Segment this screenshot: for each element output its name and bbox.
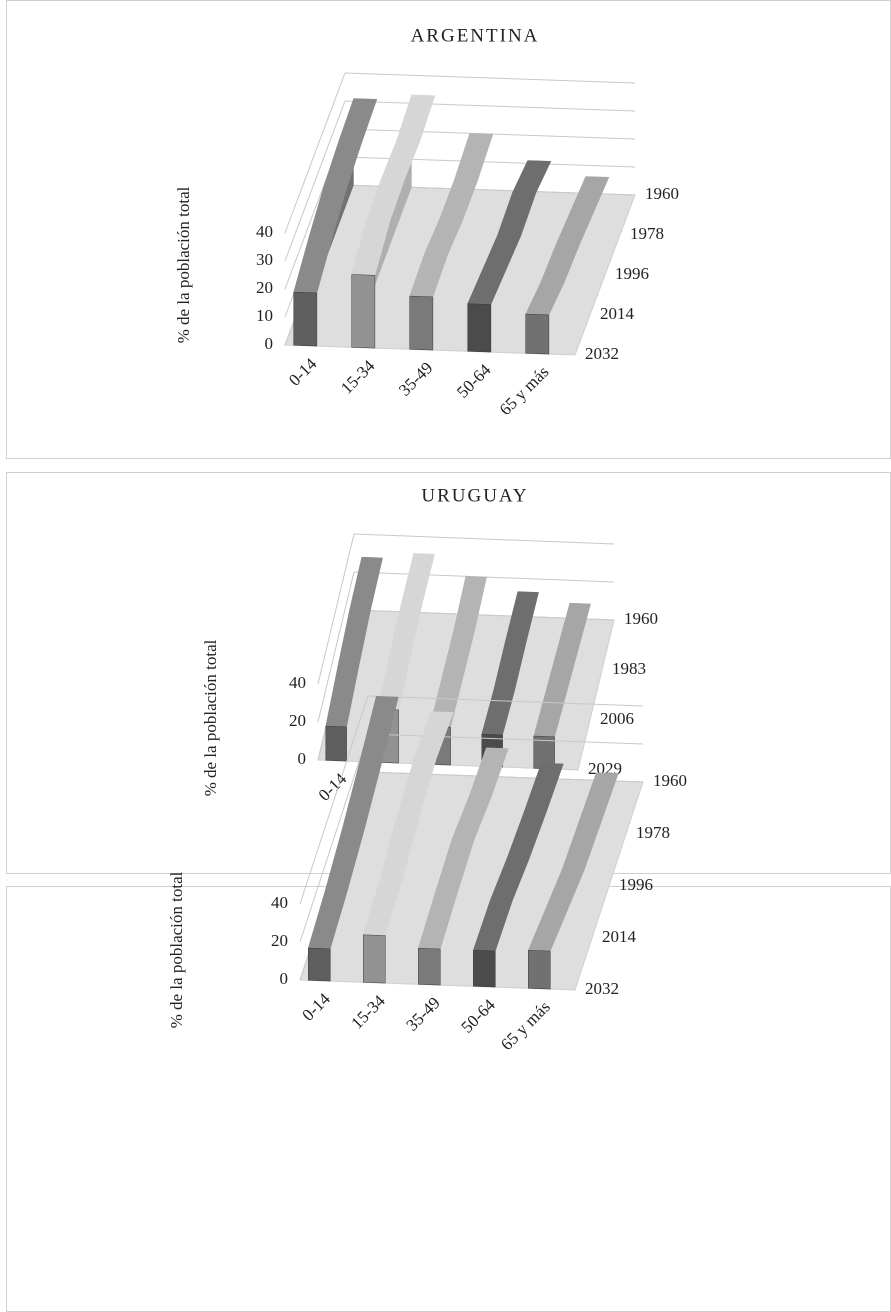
grid-line [317, 571, 355, 723]
grid-line [344, 100, 636, 112]
y-tick-label: 40 [271, 893, 288, 912]
grid-line [367, 733, 644, 745]
depth-label: 2032 [585, 979, 619, 998]
depth-label: 2032 [585, 344, 619, 363]
y-tick-label: 30 [256, 250, 273, 269]
depth-label: 1996 [615, 264, 649, 283]
chart-title: URUGUAY [421, 485, 528, 506]
depth-label: 1978 [636, 823, 670, 842]
depth-label: 1978 [630, 224, 664, 243]
y-axis-label: % de la población total [174, 186, 193, 343]
y-axis-label: % de la población total [167, 871, 186, 1028]
grid-line [367, 695, 644, 707]
y-tick-label: 10 [256, 306, 273, 325]
depth-label: 2006 [600, 709, 634, 728]
ribbon-front [363, 934, 386, 984]
depth-label: 1996 [619, 875, 653, 894]
grid-line [317, 533, 355, 685]
grid-line [299, 733, 369, 943]
ribbon-front [325, 725, 347, 762]
y-tick-label: 20 [271, 931, 288, 950]
y-tick-label: 20 [289, 711, 306, 730]
grid-line [299, 695, 369, 905]
depth-label: 1960 [624, 609, 658, 628]
grid-line [284, 72, 346, 234]
depth-label: 1983 [612, 659, 646, 678]
depth-label: 1960 [645, 184, 679, 203]
depth-label: 2014 [602, 927, 637, 946]
ribbon-front [473, 949, 496, 988]
ribbon-front [467, 303, 492, 353]
y-tick-label: 0 [298, 749, 307, 768]
chart-title: ARGENTINA [411, 25, 540, 46]
y-tick-label: 20 [256, 278, 273, 297]
grid-line [284, 100, 346, 262]
y-tick-label: 40 [289, 673, 306, 692]
y-tick-label: 40 [256, 222, 273, 241]
ribbon-front [409, 295, 434, 351]
y-tick-label: 0 [265, 334, 274, 353]
depth-label: 1960 [653, 771, 687, 790]
y-tick-label: 0 [280, 969, 289, 988]
grid-line [344, 72, 636, 84]
depth-label: 2014 [600, 304, 635, 323]
ribbon-front [525, 313, 550, 355]
ribbon-front [308, 947, 331, 982]
grid-line [353, 533, 615, 545]
ribbon-front [528, 950, 551, 990]
ribbon-front [351, 274, 376, 349]
ribbon-front [418, 947, 441, 986]
y-axis-label: % de la población total [201, 639, 220, 796]
ribbon-front [293, 291, 318, 347]
